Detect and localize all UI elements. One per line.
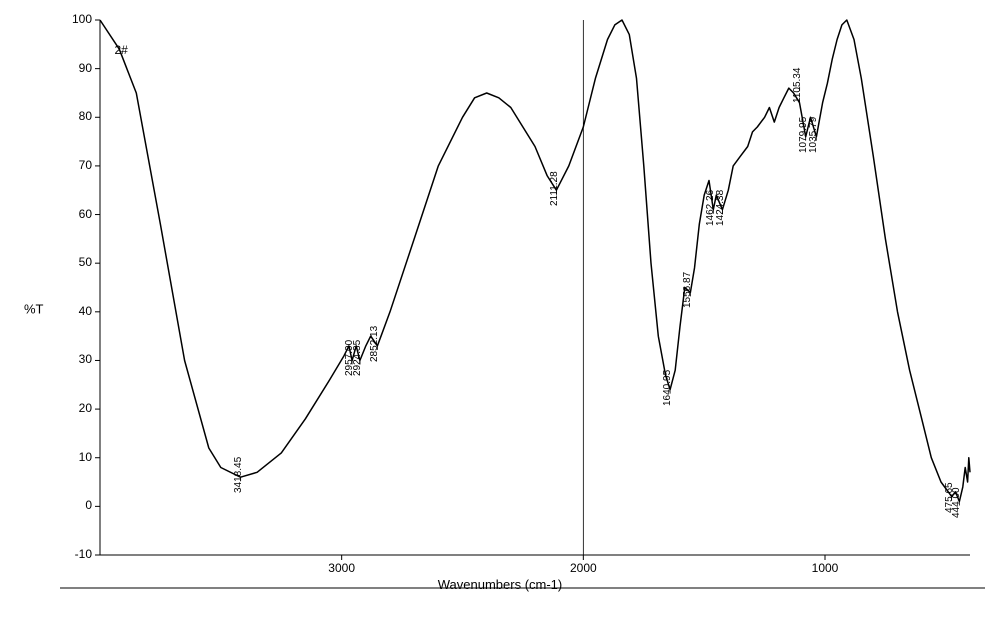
y-tick-label: 60 [52,207,92,221]
y-tick-label: 90 [52,61,92,75]
y-tick-label: 70 [52,158,92,172]
peak-label: 1424.38 [715,190,726,226]
peak-label: 1105.34 [792,67,803,102]
y-tick-label: 30 [52,352,92,366]
y-tick-label: 100 [52,12,92,26]
peak-label: 444.00 [951,487,962,518]
x-axis-label: Wavenumbers (cm-1) [438,577,562,592]
peak-label: 2111.28 [549,172,560,207]
ir-spectrum-frame: { "chart": { "type": "line", "background… [0,0,1000,617]
x-tick-label: 3000 [312,561,372,575]
peak-label: 2852.13 [369,326,380,362]
peak-label: 1035.79 [808,117,819,153]
peak-label: 1079.95 [798,117,809,153]
y-tick-label: -10 [52,547,92,561]
y-axis-label: %T [24,301,44,316]
y-tick-label: 50 [52,255,92,269]
y-tick-label: 10 [52,450,92,464]
spectrum-plot [0,0,1000,617]
y-tick-label: 40 [52,304,92,318]
y-tick-label: 20 [52,401,92,415]
peak-label: 1556.87 [682,272,693,308]
x-tick-label: 1000 [795,561,855,575]
peak-label: 3418.45 [233,457,244,493]
y-tick-label: 80 [52,109,92,123]
x-tick-label: 2000 [553,561,613,575]
y-tick-label: 0 [52,498,92,512]
peak-label: 2924.35 [352,340,363,376]
sample-label: 2# [115,43,128,57]
peak-label: 1640.95 [662,369,673,405]
